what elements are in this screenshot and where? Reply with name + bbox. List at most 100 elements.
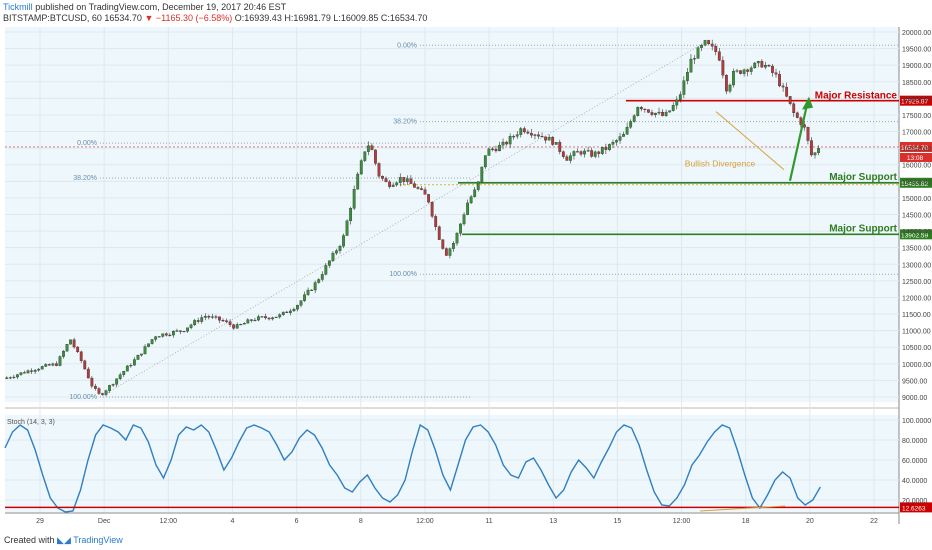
candle-body	[427, 194, 431, 203]
price-tick-label: 18500.00	[902, 80, 931, 87]
candle-body	[154, 336, 158, 340]
created-with-label: Created with	[4, 535, 55, 545]
time-tick-label: 6	[295, 518, 299, 525]
time-tick-label: 13	[549, 518, 557, 525]
candle-body	[491, 148, 494, 150]
candle-body	[512, 136, 516, 138]
candle-body	[47, 364, 51, 366]
last-price-label: 16534.70	[901, 145, 928, 152]
candle-body	[569, 155, 572, 161]
candle-body	[728, 84, 732, 92]
time-tick-label: 12:00	[673, 518, 691, 525]
price-tick-label: 9500.00	[902, 378, 927, 385]
price-tick-label: 17000.00	[902, 130, 931, 137]
candle-body	[30, 370, 33, 372]
candle-body	[147, 343, 150, 347]
candle-body	[97, 388, 101, 394]
author-link[interactable]: Tickmill	[3, 2, 33, 12]
candle-body	[83, 360, 87, 370]
candle-body	[448, 248, 452, 256]
candle-body	[547, 136, 551, 141]
candle-body	[150, 339, 154, 344]
time-tick-label: 18	[742, 518, 750, 525]
candle-body	[760, 61, 764, 68]
candle-body	[374, 149, 377, 164]
candle-body	[799, 117, 803, 125]
level-price-label: 15455.82	[901, 181, 928, 188]
candle-body	[179, 330, 182, 332]
candle-body	[189, 324, 193, 328]
candle-body	[522, 128, 526, 133]
candle-body	[795, 112, 799, 118]
candle-body	[540, 136, 544, 138]
candle-body	[55, 363, 58, 366]
candle-body	[19, 372, 23, 375]
candle-body	[104, 390, 108, 395]
price-tick-label: 15000.00	[902, 196, 931, 203]
candle-body	[452, 242, 455, 249]
price-tick-label: 16000.00	[902, 163, 931, 170]
candle-body	[483, 155, 487, 168]
candle-body	[647, 109, 650, 113]
candle-body	[476, 181, 480, 190]
candle-body	[37, 368, 41, 371]
candle-body	[771, 65, 774, 73]
candle-body	[171, 331, 175, 336]
time-tick-label: 22	[870, 518, 878, 525]
candle-body	[763, 64, 767, 68]
candle-body	[625, 127, 629, 135]
candle-body	[565, 156, 569, 161]
candle-body	[661, 111, 664, 116]
candle-body	[732, 71, 735, 86]
candle-body	[370, 145, 374, 151]
time-tick-label: 11	[485, 518, 492, 525]
candle-body	[79, 351, 83, 361]
candle-body	[90, 377, 94, 387]
candle-body	[23, 372, 26, 374]
candle-body	[310, 289, 314, 291]
level-price-tag	[900, 229, 932, 240]
candle-body	[402, 177, 406, 182]
candle-body	[416, 187, 420, 189]
candle-body	[749, 67, 753, 72]
candle-body	[94, 385, 97, 389]
candle-body	[101, 393, 104, 395]
candle-body	[260, 316, 264, 318]
candle-body	[196, 320, 200, 322]
candle-body	[72, 339, 76, 348]
stoch-pane	[5, 415, 899, 512]
candle-body	[342, 235, 345, 247]
candle-body	[161, 333, 165, 337]
candle-body	[813, 152, 817, 156]
candle-body	[345, 220, 349, 236]
candle-body	[62, 350, 65, 357]
candle-body	[781, 85, 785, 88]
candle-body	[409, 178, 413, 184]
candle-body	[317, 279, 321, 283]
candle-body	[214, 316, 218, 318]
time-tick-label: 8	[359, 518, 363, 525]
candle-body	[618, 136, 622, 141]
candle-body	[264, 316, 267, 319]
price-tick-label: 12000.00	[902, 295, 931, 302]
candle-body	[271, 317, 275, 320]
candle-body	[508, 136, 512, 145]
candle-body	[611, 141, 615, 145]
candle-body	[356, 173, 360, 190]
major-support-label: Major Support	[829, 172, 897, 183]
price-tick-label: 11500.00	[902, 312, 931, 319]
candle-body	[398, 177, 402, 183]
tradingview-brand[interactable]: TradingView	[73, 535, 123, 545]
level-price-label: 17929.87	[901, 99, 928, 106]
candle-body	[533, 134, 537, 136]
candle-body	[391, 184, 395, 187]
candle-body	[274, 316, 278, 318]
candle-body	[551, 136, 555, 145]
time-tick-label: 29	[36, 518, 44, 525]
time-tick-label: Dec	[98, 518, 111, 525]
candle-body	[615, 140, 618, 143]
price-tick-label: 14000.00	[902, 229, 931, 236]
candle-body	[785, 86, 789, 97]
